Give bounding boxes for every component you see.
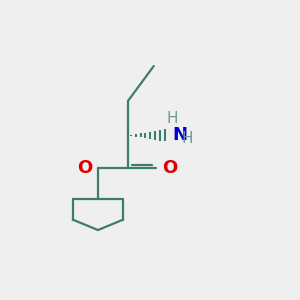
Text: N: N xyxy=(172,126,187,144)
Text: O: O xyxy=(162,159,177,177)
Text: H: H xyxy=(181,131,193,146)
Text: O: O xyxy=(77,159,92,177)
Text: H: H xyxy=(166,111,178,126)
